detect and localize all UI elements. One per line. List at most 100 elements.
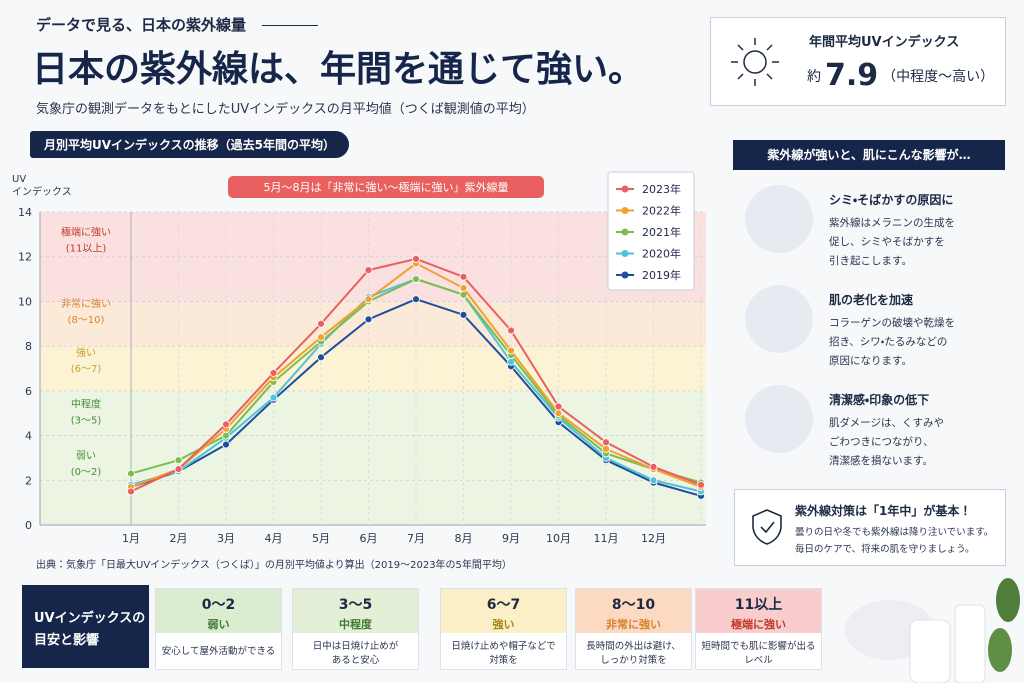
guide-card-head: 8〜10 非常に強い	[576, 589, 691, 633]
band-range: (6〜7)	[71, 364, 102, 375]
guide-desc: しっかり対策を	[600, 655, 667, 666]
band-range: (0〜2)	[71, 467, 102, 478]
series-point	[649, 462, 658, 471]
guide-range: 6〜7	[486, 597, 521, 613]
series-point	[269, 393, 278, 402]
effect-icon	[745, 185, 813, 253]
annual-title: 年間平均UVインデックス	[809, 35, 960, 50]
legend-marker	[621, 228, 629, 236]
effect-title: 清潔感・印象の低下	[829, 393, 930, 407]
series-point	[697, 480, 705, 489]
guide-desc: 短時間でも肌に影響が出る	[701, 641, 816, 652]
kicker: データで見る、日本の紫外線量	[36, 16, 247, 34]
y-axis-label: インデックス	[12, 185, 72, 198]
x-tick-label: 7月	[407, 532, 425, 545]
guide-card: 6〜7 強い日焼け止めや帽子などで 対策を	[440, 588, 567, 670]
guide-desc: 対策を	[489, 655, 518, 666]
series-point	[364, 266, 373, 275]
y-tick-label: 2	[25, 474, 32, 487]
guide-level: 弱い	[207, 618, 230, 631]
care-line: 毎日のケアで、将来の肌を守りましょう。	[795, 544, 975, 555]
care-box: 紫外線対策は「1年中」が基本！ 曇りの日や冬でも紫外線は降り注いでいます。 毎日…	[734, 489, 1006, 566]
sun-icon	[731, 38, 779, 86]
effect-line: 引き起こします。	[829, 255, 912, 267]
kicker-rule	[262, 25, 318, 26]
series-point	[507, 346, 515, 355]
effect-line: コラーゲンの破壊や乾燥を	[829, 317, 955, 329]
guide-level: 非常に強い	[606, 618, 661, 631]
band-range: (8〜10)	[68, 315, 105, 326]
y-axis-label: UV	[12, 174, 26, 185]
annual-note: （中程度〜高い）	[882, 69, 995, 85]
effect-item: 清潔感・印象の低下 肌ダメージは、くすみや ごわつきにつながり、 清潔感を損ないます。	[745, 385, 1005, 477]
legend-label: 2023年	[642, 182, 681, 196]
y-tick-label: 14	[18, 206, 32, 219]
guide-card: 11以上 極端に強い短時間でも肌に影響が出る レベル	[695, 588, 822, 670]
series-point	[412, 255, 420, 263]
care-title: 紫外線対策は「1年中」が基本！	[795, 504, 972, 518]
guide-card-head: 0〜2 弱い	[156, 589, 281, 633]
legend-label: 2021年	[642, 225, 681, 239]
legend-label: 2022年	[642, 204, 681, 218]
series-point	[174, 456, 183, 465]
legend-label: 2019年	[642, 268, 681, 282]
annotation-bg	[228, 176, 544, 198]
series-point	[317, 333, 325, 342]
guide-desc: 日中は日焼け止めが	[312, 641, 399, 652]
uv-band	[40, 346, 706, 391]
effect-line: 清潔感を損ないます。	[829, 455, 933, 467]
shield-icon	[752, 509, 782, 545]
band-label: 中程度	[71, 397, 101, 410]
y-tick-label: 0	[25, 519, 32, 532]
guide-card: 3〜5 中程度日中は日焼け止めが あると安心	[292, 588, 419, 670]
guide-desc: あると安心	[331, 655, 380, 666]
x-tick-label: 1月	[122, 532, 140, 545]
annual-value: 7.9	[825, 58, 879, 93]
series-point	[459, 272, 468, 281]
guide-range: 3〜5	[338, 597, 373, 613]
x-tick-label: 10月	[546, 532, 571, 545]
series-point	[364, 295, 373, 304]
guide-desc: 日焼け止めや帽子などで	[451, 641, 556, 652]
guide-card-head: 6〜7 強い	[441, 589, 566, 633]
guide-title-box: UVインデックスの 目安と影響	[22, 585, 149, 668]
series-point	[459, 310, 468, 319]
uv-band	[40, 301, 706, 347]
series-point	[127, 469, 135, 478]
band-label: 非常に強い	[61, 297, 111, 310]
legend-box	[607, 171, 695, 291]
guide-card-head: 11以上 極端に強い	[696, 589, 821, 633]
series-point	[507, 326, 515, 335]
chart-title: 月別平均UVインデックスの推移（過去5年間の平均）	[30, 131, 350, 158]
annual-value-row: 約 7.9 （中程度〜高い）	[807, 58, 994, 93]
effect-title: 肌の老化を加速	[829, 293, 914, 307]
annotation: 5月〜8月は「非常に強い〜極端に強い」紫外線量	[264, 180, 509, 194]
effect-icon	[745, 385, 813, 453]
legend-marker	[621, 250, 629, 257]
y-tick-label: 10	[18, 295, 32, 308]
chart: 極端に強い (11以上) 非常に強い (8〜10) 強い (6〜7) 中程度 (3〜5) 弱い (…	[12, 171, 706, 545]
guide-level: 強い	[492, 618, 515, 631]
series-point	[602, 445, 610, 453]
band-label: 弱い	[76, 450, 96, 462]
care-line: 曇りの日や冬でも紫外線は降り注いでいます。	[795, 527, 994, 538]
legend-label: 2020年	[642, 247, 681, 261]
series-point	[554, 409, 563, 418]
legend-marker	[621, 185, 629, 193]
y-tick-label: 6	[25, 385, 32, 398]
guide-level: 中程度	[339, 618, 372, 631]
series-point	[459, 284, 468, 292]
series-point	[127, 487, 135, 496]
guide-desc: レベル	[744, 655, 773, 666]
x-tick-label: 2月	[170, 532, 188, 545]
guide-title: UVインデックスの	[34, 611, 146, 626]
guide-card: 0〜2 弱い 安心して屋外活動ができる	[155, 588, 282, 670]
page-subtitle: 気象庁の観測データをもとにしたUVインデックスの月平均値（つくば観測値の平均）	[36, 102, 535, 117]
annual-prefix: 約	[807, 69, 821, 85]
series-point	[317, 319, 325, 328]
y-tick-label: 8	[25, 340, 32, 353]
series-point	[364, 315, 373, 324]
series-point	[602, 438, 610, 447]
effects-title: 紫外線が強いと、肌にこんな影響が…	[733, 140, 1005, 170]
